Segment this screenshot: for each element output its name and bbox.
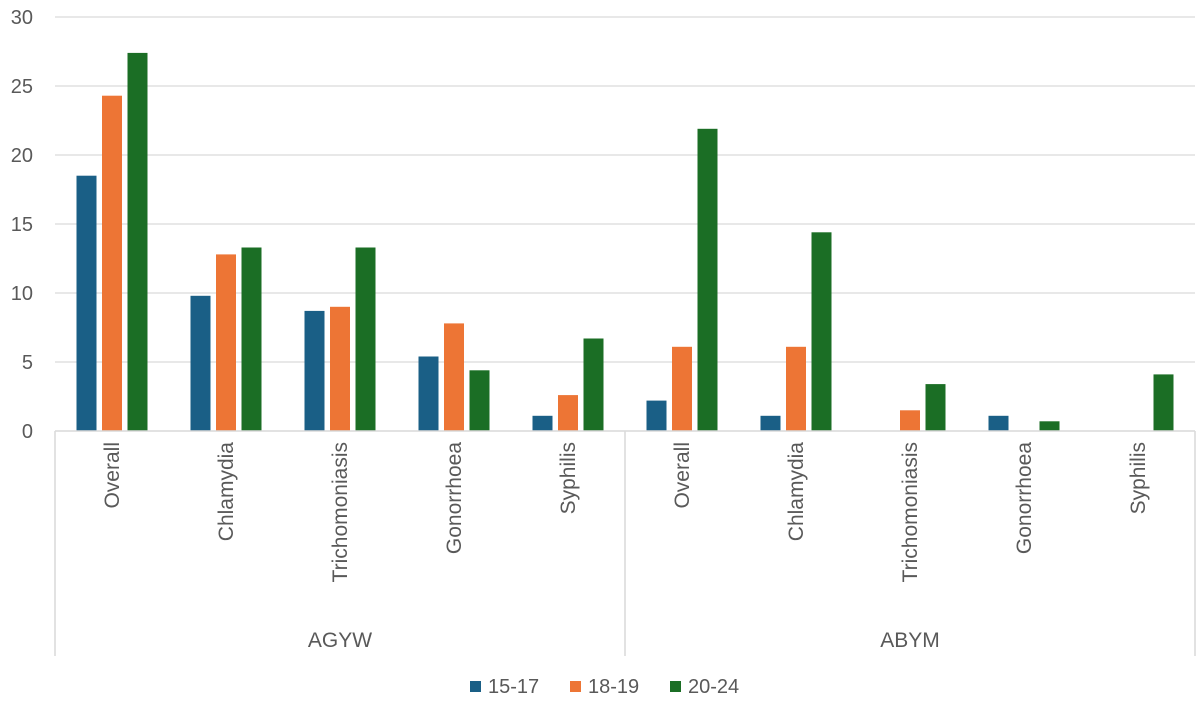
group-label: ABYM bbox=[880, 629, 940, 652]
category-label: Overall bbox=[101, 442, 124, 509]
legend-label: 15-17 bbox=[488, 676, 539, 698]
category-label: Chlamydia bbox=[785, 442, 808, 542]
y-tick-label: 15 bbox=[11, 214, 33, 236]
bar bbox=[216, 254, 236, 431]
category-label: Chlamydia bbox=[215, 442, 238, 542]
bar bbox=[532, 415, 553, 431]
category-label: Gonorrhoea bbox=[443, 442, 466, 554]
bar bbox=[925, 384, 946, 431]
bar bbox=[127, 52, 148, 432]
bar bbox=[469, 370, 490, 431]
legend-item: 15-17 bbox=[470, 676, 539, 698]
bar bbox=[418, 356, 439, 431]
bar bbox=[76, 175, 97, 431]
bar bbox=[330, 306, 350, 431]
bar bbox=[355, 247, 376, 431]
group-labels: AGYW ABYM bbox=[308, 629, 940, 652]
legend-swatch bbox=[570, 681, 581, 692]
bar bbox=[646, 400, 667, 431]
category-label: Syphilis bbox=[557, 442, 580, 514]
y-tick-label: 25 bbox=[11, 76, 33, 98]
bar bbox=[444, 323, 464, 431]
group-label: AGYW bbox=[308, 629, 372, 652]
bar bbox=[583, 338, 604, 431]
bar bbox=[900, 410, 920, 431]
category-label: Gonorrhoea bbox=[1013, 442, 1036, 554]
bar bbox=[786, 346, 806, 431]
bar bbox=[1039, 421, 1060, 431]
legend-swatch bbox=[470, 681, 481, 692]
bar bbox=[102, 95, 122, 431]
bar bbox=[697, 128, 718, 432]
bar bbox=[811, 232, 832, 431]
bar bbox=[558, 395, 578, 431]
y-tick-label: 5 bbox=[22, 352, 33, 374]
bar bbox=[672, 346, 692, 431]
bar bbox=[760, 415, 781, 431]
legend-item: 18-19 bbox=[570, 676, 639, 698]
legend-item: 20-24 bbox=[670, 676, 739, 698]
y-tick-label: 30 bbox=[11, 7, 33, 29]
y-tick-label: 10 bbox=[11, 283, 33, 305]
category-labels: Overall Chlamydia Trichomoniasis Gonorrhoea… bbox=[101, 442, 1150, 583]
bar bbox=[1153, 374, 1174, 431]
y-tick-label: 20 bbox=[11, 145, 33, 167]
category-label: Trichomoniasis bbox=[329, 442, 352, 582]
bar bbox=[304, 310, 325, 431]
legend-label: 20-24 bbox=[688, 676, 739, 698]
bar bbox=[988, 415, 1009, 431]
bar bbox=[190, 295, 211, 431]
x-axis bbox=[54, 430, 1196, 656]
legend-swatch bbox=[670, 681, 681, 692]
bars bbox=[76, 52, 1174, 432]
category-label: Syphilis bbox=[1127, 442, 1150, 514]
bar bbox=[241, 247, 262, 431]
legend-label: 18-19 bbox=[588, 676, 639, 698]
y-axis-ticks: 0 5 10 15 20 25 30 bbox=[11, 7, 33, 443]
legend: 15-17 18-19 20-24 bbox=[470, 676, 739, 698]
category-label: Overall bbox=[671, 442, 694, 509]
y-tick-label: 0 bbox=[22, 421, 33, 443]
category-label: Trichomoniasis bbox=[899, 442, 922, 582]
